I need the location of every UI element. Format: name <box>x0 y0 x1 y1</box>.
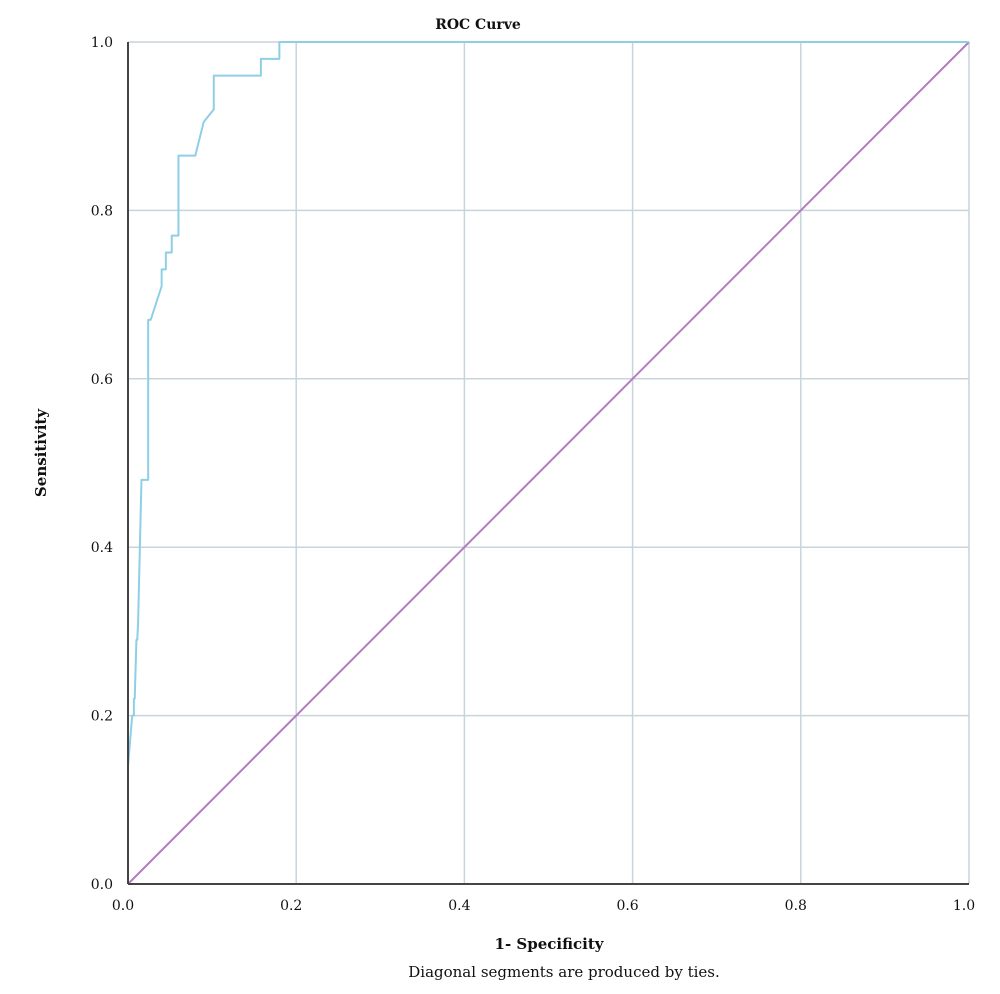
y-tick-label: 0.4 <box>91 540 113 556</box>
y-tick-label: 1.0 <box>91 35 113 51</box>
x-tick-label: 0.4 <box>448 898 470 914</box>
y-tick-label: 0.6 <box>91 372 113 388</box>
grid-lines <box>127 41 970 885</box>
x-tick-label: 0.2 <box>280 898 302 914</box>
x-tick-label: 0.0 <box>112 898 134 914</box>
x-tick-label: 0.8 <box>785 898 807 914</box>
roc-curve-line <box>127 41 969 884</box>
y-tick-label: 0.0 <box>91 877 113 893</box>
axes <box>127 42 969 885</box>
chart-marks <box>127 41 970 885</box>
reference-line <box>127 41 970 885</box>
footnote: Diagonal segments are produced by ties. <box>408 963 719 981</box>
y-tick-label: 0.8 <box>91 203 113 219</box>
x-axis-title: 1- Specificity <box>495 935 605 953</box>
y-tick-label: 0.2 <box>91 709 113 725</box>
chart-title: ROC Curve <box>435 17 521 33</box>
tick-labels: 0.0 0.2 0.4 0.6 0.8 1.0 0.0 0.2 0.4 0.6 0.8 1.0 <box>91 35 975 914</box>
x-tick-label: 0.6 <box>616 898 638 914</box>
y-axis-title: Sensitivity <box>32 408 50 497</box>
x-tick-label: 1.0 <box>953 898 975 914</box>
